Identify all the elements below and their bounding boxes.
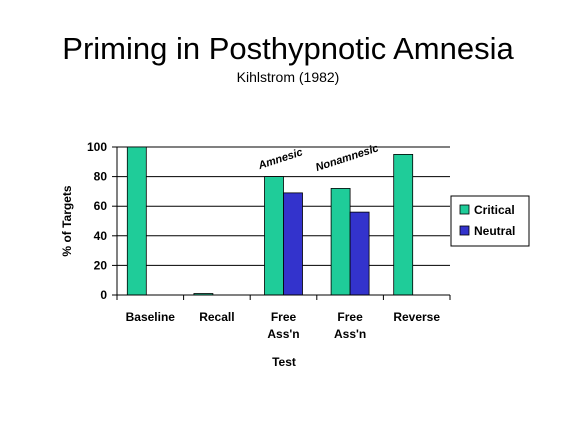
- y-tick-label: 0: [100, 288, 107, 302]
- x-category-labels: Baseline Recall Free Ass'n Free Ass'n Reverse: [126, 310, 441, 341]
- y-axis-label: % of Targets: [60, 185, 74, 256]
- x-category-label: Ass'n: [334, 327, 366, 341]
- bar-critical-3: [330, 188, 351, 296]
- y-tick-label: 100: [87, 140, 107, 154]
- legend-box: [450, 195, 530, 247]
- x-category-label: Reverse: [393, 310, 440, 324]
- x-category-label: Ass'n: [267, 327, 299, 341]
- chart-subtitle: Kihlstrom (1982): [236, 69, 340, 85]
- legend-label-neutral: Neutral: [474, 224, 515, 238]
- x-category-label: Baseline: [126, 310, 176, 324]
- axes: [112, 146, 451, 300]
- legend: Critical Neutral: [450, 195, 530, 247]
- bars: [126, 146, 414, 296]
- legend-label-critical: Critical: [474, 203, 515, 217]
- bar-critical-4: [393, 153, 414, 296]
- chart-title: Priming in Posthypnotic Amnesia: [62, 31, 514, 66]
- y-tick-label: 60: [94, 199, 108, 213]
- y-tick-label: 40: [94, 229, 108, 243]
- annotation-amnesic: Amnesic: [256, 146, 304, 172]
- y-tick-label: 80: [94, 170, 108, 184]
- x-category-label: Free: [271, 310, 297, 324]
- bar-critical-2: [264, 176, 284, 296]
- x-category-label: Recall: [199, 310, 234, 324]
- x-category-label: Free: [337, 310, 363, 324]
- bar-neutral-2: [283, 192, 303, 296]
- y-tick-labels: 0 20 40 60 80 100: [87, 140, 107, 302]
- bar-neutral-3: [349, 211, 370, 296]
- x-axis-label: Test: [272, 355, 296, 369]
- legend-swatch-neutral: [459, 225, 470, 236]
- y-tick-label: 20: [94, 258, 108, 272]
- bar-critical-0: [126, 146, 147, 296]
- legend-swatch-critical: [459, 204, 470, 215]
